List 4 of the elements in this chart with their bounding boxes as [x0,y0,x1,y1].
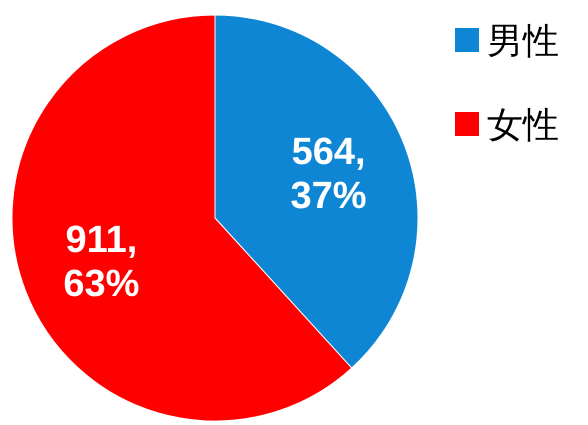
legend-label: 男性 [487,20,559,61]
data-label: 564, 37% [290,131,367,218]
legend-label: 女性 [487,104,559,145]
data-label: 911, 63% [63,218,140,305]
